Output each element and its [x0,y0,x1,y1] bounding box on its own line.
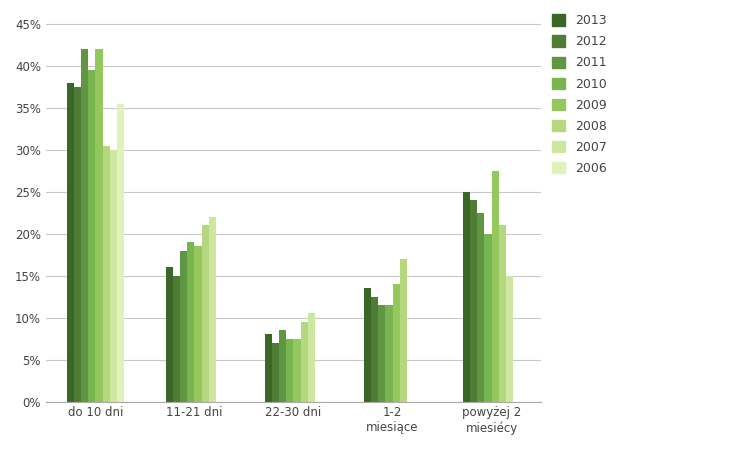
Bar [265,334,272,401]
Bar [400,259,406,401]
Bar [188,242,194,401]
Bar [499,225,506,401]
Bar [463,192,470,401]
Bar [301,322,307,401]
Bar [293,339,301,401]
Bar [95,49,103,401]
Bar [272,343,279,401]
Legend: 2013, 2012, 2011, 2010, 2009, 2008, 2007, 2006: 2013, 2012, 2011, 2010, 2009, 2008, 2007… [552,14,607,175]
Bar [392,284,400,401]
Bar [74,87,81,401]
Bar [110,150,117,401]
Bar [477,213,484,401]
Bar [202,225,208,401]
Bar [173,276,180,401]
Bar [378,305,386,401]
Bar [279,330,286,401]
Bar [209,217,216,401]
Bar [286,339,293,401]
Bar [166,267,173,401]
Bar [194,246,202,401]
Bar [308,314,315,401]
Bar [81,49,88,401]
Bar [364,288,371,401]
Bar [88,70,95,401]
Bar [117,104,124,401]
Bar [386,305,392,401]
Bar [506,276,513,401]
Bar [491,171,499,401]
Bar [371,297,378,401]
Bar [103,146,110,401]
Bar [484,234,491,401]
Bar [470,200,477,401]
Bar [180,251,188,401]
Bar [67,83,74,401]
